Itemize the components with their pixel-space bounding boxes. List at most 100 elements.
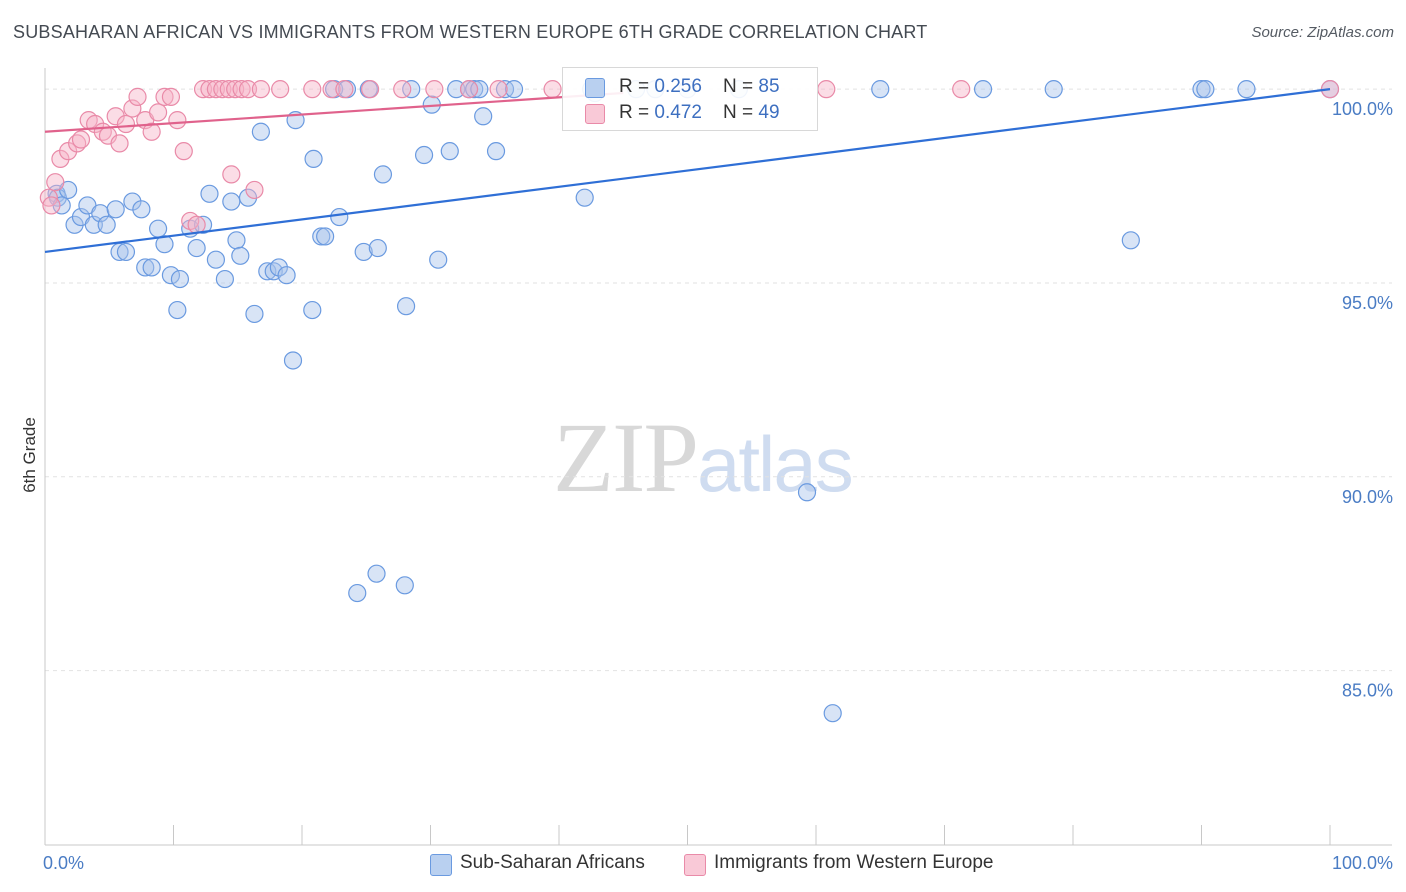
data-point [46,173,65,192]
data-point [474,107,493,126]
data-point [226,80,245,99]
data-point [200,184,219,203]
watermark: ZIPatlas [553,400,854,515]
data-point [489,80,508,99]
data-point [1196,80,1215,99]
legend-swatch-pink [684,854,706,876]
tick-labels: 85.0% 90.0% 95.0% 100.0% 0.0% 100.0% 6th Grade [20,99,1393,873]
y-tick-label: 100.0% [1332,99,1393,119]
legend-r-label: R = [619,76,655,97]
data-point [168,111,187,130]
legend-r-value: 0.256 [654,76,702,97]
watermark-atlas: atlas [697,420,854,508]
data-point [429,250,448,269]
data-point [206,250,226,269]
data-point [368,238,387,258]
y-tick-label: 85.0% [1342,681,1393,701]
data-point [395,576,414,595]
data-point [277,266,296,285]
data-point [486,142,506,161]
trend-line-western-europe [44,91,624,133]
data-point [222,192,241,211]
data-points [39,80,1340,723]
data-point [106,200,125,219]
data-point [142,258,161,277]
legend-r-label: R = [619,102,655,123]
legend-swatch-blue [585,78,605,98]
data-point [414,145,434,165]
data-point [71,130,91,149]
data-point [187,215,206,234]
legend-n-value: 49 [758,102,780,123]
source-label: Source: ZipAtlas.com [1251,24,1394,41]
data-point [447,80,466,99]
data-point [373,165,393,184]
data-point [361,80,380,99]
data-point [161,87,181,106]
data-point [465,80,484,99]
legend-n-label: N = [723,102,759,123]
data-point [322,80,341,99]
data-point [168,300,187,320]
data-point [206,80,226,99]
data-point [251,80,270,99]
data-point [871,80,890,99]
x-tick-label: 0.0% [43,853,84,873]
data-point [797,483,817,502]
data-point [817,80,836,99]
data-point [543,80,562,99]
data-point [155,235,174,254]
data-point [245,180,264,200]
stats-legend: R = 0.256 N = 85 R = 0.472 N = 49 [562,67,818,131]
data-point [504,80,524,99]
legend-r-value: 0.472 [654,102,702,123]
data-point [303,300,322,320]
data-point [269,258,288,277]
data-point [575,188,594,207]
data-point [222,165,241,184]
data-point [1192,80,1211,99]
trend-lines [44,88,1331,254]
data-point [823,704,842,723]
chart-title: SUBSAHARAN AFRICAN VS IMMIGRANTS FROM WE… [13,22,928,42]
data-point [232,80,251,99]
data-point [200,80,219,99]
data-point [161,266,181,285]
data-point [283,351,303,370]
data-point [425,80,444,99]
data-point [142,122,161,141]
legend-swatch-blue [430,854,452,876]
data-point [215,269,234,289]
y-tick-label: 95.0% [1342,293,1393,313]
data-point [470,80,489,99]
data-point [123,99,142,118]
data-point [227,231,246,250]
data-point [219,80,238,99]
trend-line-subsaharan [44,88,1331,254]
data-point [42,196,61,215]
data-point [238,80,258,99]
data-point [148,103,168,122]
legend-n-value: 85 [758,76,780,97]
data-point [304,149,323,169]
data-point [155,87,174,106]
data-point [110,134,129,153]
series-subsaharan [47,80,1340,723]
data-point [128,87,147,106]
data-point [51,149,70,169]
data-point [116,114,136,134]
data-point [952,80,971,99]
legend-n-label: N = [723,76,759,97]
data-point [187,238,206,258]
watermark-zip: ZIP [553,402,699,513]
data-point [312,227,331,246]
data-point [116,242,136,262]
data-point [245,304,264,324]
y-tick-label: 90.0% [1342,487,1393,507]
data-point [258,262,277,281]
data-point [330,207,349,227]
data-point [367,564,386,583]
data-point [316,227,335,246]
data-point [148,219,168,238]
